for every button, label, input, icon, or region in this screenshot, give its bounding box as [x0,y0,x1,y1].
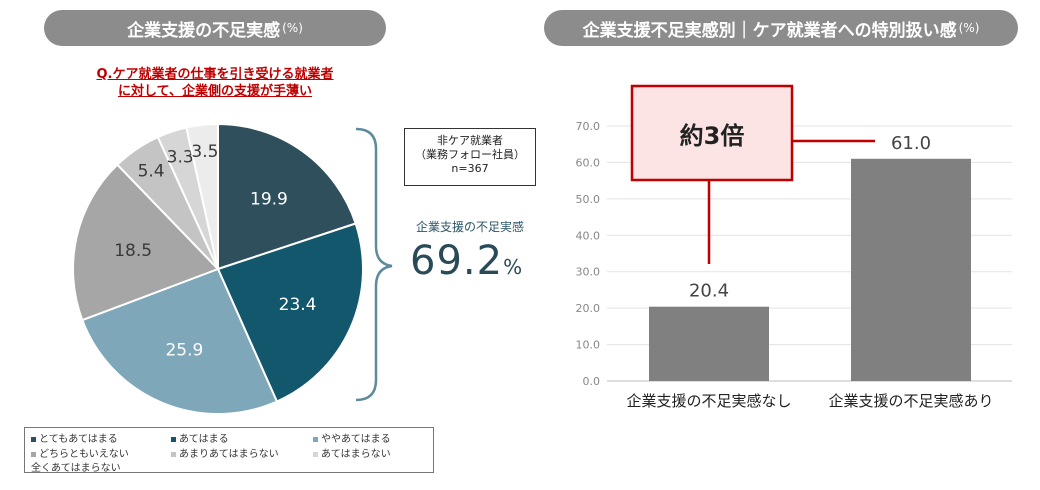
kpi-unit: % [503,255,524,279]
legend-swatch [171,436,176,442]
pie-slice-label-2: 23.4 [279,295,317,315]
bar-title-text: 企業支援不足実感別｜ケア就業者への特別扱い感 [582,20,957,41]
bar-value-label-2: 61.0 [891,133,931,154]
callout-connector [707,139,875,264]
pie-slice-1 [217,122,357,271]
pie-title-unit: (%) [282,21,303,35]
sample-group-detail: （業務フォロー社員） [415,148,525,161]
pie-slice-label-6: 3.3 [167,147,194,167]
kpi-label: 企業支援の不足実感 [415,220,524,234]
pie-slice-2 [216,222,364,403]
legend-item-5: あまりあてはまらない [171,445,279,460]
survey-question: Q.ケア就業者の仕事を引き受ける就業者 に対して、企業側の支援が手薄い [44,66,386,100]
pie-slice-label-5: 5.4 [138,162,165,182]
legend-swatch [313,436,318,442]
legend-item-4: どちらともいえない [31,445,129,460]
y-tick-label: 0.0 [583,375,601,388]
y-tick-label: 10.0 [576,339,601,352]
x-category-label-1: 企業支援の不足実感なし [626,392,791,410]
y-tick-label: 60.0 [576,156,601,169]
kpi-value-wrap: 69.2% [410,238,550,284]
legend-item-6: あてはまらない [313,445,391,460]
legend-swatch [313,451,318,457]
y-tick-label: 70.0 [576,120,601,133]
pie-slice-label-4: 18.5 [114,241,152,261]
pie-slice-3 [81,267,279,415]
pie-slice-label-3: 25.9 [165,340,203,360]
legend-swatch [171,451,176,457]
pie-slice-7 [185,122,219,270]
legend-label: あてはまる [179,434,229,445]
callout-text: 約3倍 [680,122,745,150]
callout-box [630,84,794,182]
pie-slice-4 [72,163,220,322]
pie-title-text: 企業支援の不足実感 [127,20,281,41]
pie-legend: とてもあてはまる あてはまる ややあてはまるどちらともいえない あまりあてはまらない あ… [24,427,434,474]
kpi-value: 69.2 [410,238,504,284]
bar-title-unit: (%) [958,21,980,35]
legend-label: あてはまらない [321,449,391,460]
y-tick-label: 40.0 [576,229,601,242]
x-category-label-2: 企業支援の不足実感あり [828,392,993,410]
bar-value-label-1: 20.4 [689,281,729,302]
bracket-brace [355,127,393,402]
legend-label: とてもあてはまる [39,434,118,445]
sample-n: n=367 [451,162,489,175]
legend-label: どちらともいえない [39,449,129,460]
question-line-1: Q.ケア就業者の仕事を引き受ける就業者 [96,67,334,82]
legend-item-1: とてもあてはまる [31,430,118,445]
sample-size-box: 非ケア就業者 （業務フォロー社員） n=367 [404,128,536,186]
bar-1 [649,306,769,381]
legend-swatch [31,436,36,442]
legend-label: ややあてはまる [321,434,391,445]
sample-group: 非ケア就業者 [437,134,503,147]
y-tick-label: 20.0 [576,302,601,315]
bar-panel-title: 企業支援不足実感別｜ケア就業者への特別扱い感 (%) [544,10,1018,46]
question-line-2: に対して、企業側の支援が手薄い [118,84,312,99]
bar-2 [851,158,971,381]
legend-item-2: あてはまる [171,430,229,445]
legend-label: 全くあてはまらない [31,463,121,474]
legend-item-7: 全くあてはまらない [31,459,121,474]
legend-swatch [31,451,36,457]
pie-slice-label-7: 3.5 [191,142,218,162]
legend-item-3: ややあてはまる [313,430,391,445]
y-tick-label: 50.0 [576,193,601,206]
pie-panel-title: 企業支援の不足実感 (%) [44,10,386,46]
y-tick-label: 30.0 [576,266,601,279]
legend-label: あまりあてはまらない [179,449,279,460]
pie-slice-label-1: 19.9 [250,189,288,209]
